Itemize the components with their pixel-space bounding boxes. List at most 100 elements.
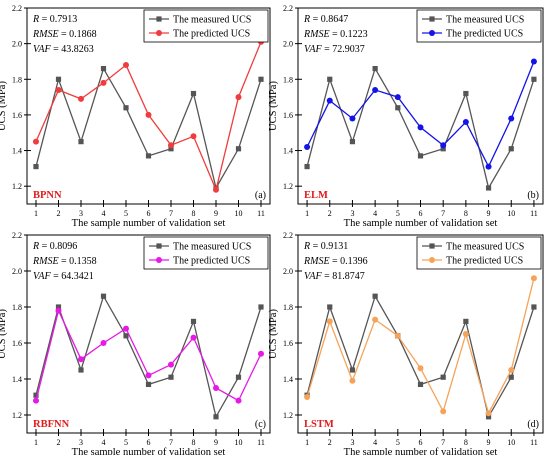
x-tick-label: 6: [419, 438, 423, 447]
stat-rmse: RMSE = 0.1868: [32, 29, 97, 40]
stat-vaf: VAF = 43.8263: [33, 44, 94, 55]
data-point-measured: [258, 76, 264, 82]
data-point-predicted: [78, 95, 84, 102]
y-tick-label: 1.6: [283, 111, 293, 120]
x-tick-label: 6: [419, 209, 423, 218]
y-tick-label: 1.4: [12, 147, 22, 156]
panel-label: (d): [527, 419, 539, 430]
y-tick-label: 1.6: [12, 339, 22, 348]
data-point-predicted: [213, 385, 219, 391]
legend: The measured UCS The predicted UCS: [416, 9, 542, 43]
legend-label: The predicted UCS: [173, 29, 250, 40]
x-tick-label: 11: [530, 438, 538, 447]
legend-marker: [156, 16, 162, 22]
x-tick-label: 8: [192, 209, 196, 218]
legend: The measured UCS The predicted UCS: [416, 236, 542, 270]
y-tick-label: 1.4: [283, 147, 293, 156]
x-tick-label: 4: [373, 209, 377, 218]
series-line-predicted: [306, 61, 535, 169]
y-tick-label: 1.2: [12, 411, 22, 420]
y-tick-label: 1.6: [12, 111, 22, 120]
data-point-predicted: [78, 356, 84, 363]
x-tick-label: 3: [79, 209, 83, 218]
x-tick-label: 10: [507, 209, 515, 218]
x-tick-label: 9: [487, 209, 491, 218]
data-point-measured: [485, 185, 492, 191]
data-point-predicted: [349, 377, 356, 384]
legend-marker: [156, 257, 162, 263]
y-tick-label: 1.8: [12, 303, 22, 312]
legend-label: The measured UCS: [173, 15, 251, 26]
stat-r: R = 0.8647: [303, 14, 348, 25]
data-point-predicted: [145, 111, 152, 118]
legend-marker: [429, 243, 435, 249]
y-tick-label: 1.8: [283, 75, 293, 84]
data-point-predicted: [100, 340, 107, 346]
y-tick-label: 2.2: [283, 231, 293, 240]
legend-box: [416, 9, 542, 43]
data-point-measured: [440, 146, 446, 152]
legend-label: The measured UCS: [446, 15, 524, 26]
data-point-measured: [258, 304, 264, 310]
x-axis-label: The sample number of validation set: [344, 447, 498, 455]
data-point-predicted: [394, 332, 401, 339]
data-point-predicted: [304, 394, 311, 400]
data-point-measured: [190, 90, 197, 97]
y-tick-label: 1.2: [12, 182, 22, 191]
x-tick-label: 10: [235, 438, 243, 447]
y-tick-label: 2.2: [283, 4, 293, 13]
chart-panel-4: 1.2 1.4 1.6 1.8 2.0 2.2 1 2 3 4 5 6 7 8 9 10 11 The sampl…: [268, 231, 544, 455]
data-point-predicted: [190, 133, 197, 140]
x-tick-label: 2: [57, 209, 61, 218]
legend-marker: [429, 16, 435, 22]
data-point-measured: [168, 374, 174, 380]
panel-label: (c): [255, 419, 266, 430]
data-point-predicted: [33, 397, 39, 404]
x-tick-label: 4: [102, 209, 106, 218]
data-point-measured: [372, 293, 378, 299]
series-line-predicted: [35, 308, 262, 402]
data-point-measured: [508, 374, 514, 380]
y-tick-label: 1.8: [283, 303, 293, 312]
legend-label: The measured UCS: [173, 242, 251, 253]
data-point-measured: [55, 304, 62, 310]
y-tick-label: 2.0: [12, 40, 22, 49]
data-point-predicted: [33, 138, 39, 145]
data-point-predicted: [508, 115, 515, 122]
panel-label: (a): [255, 190, 266, 201]
data-point-predicted: [304, 143, 311, 150]
data-point-predicted: [394, 94, 401, 101]
x-tick-label: 7: [169, 209, 173, 218]
x-axis-label: The sample number of validation set: [72, 447, 226, 455]
series-line-measured: [35, 66, 262, 190]
data-point-measured: [235, 146, 242, 152]
data-point-measured: [395, 105, 401, 111]
x-tick-label: 3: [350, 209, 354, 218]
y-tick-label: 1.4: [283, 375, 293, 384]
data-point-predicted: [213, 186, 219, 193]
data-point-predicted: [55, 86, 62, 93]
data-point-predicted: [440, 408, 447, 415]
y-axis-label: UCS (MPa): [0, 81, 8, 131]
x-tick-label: 11: [257, 209, 265, 218]
data-point-predicted: [372, 316, 379, 323]
data-point-measured: [349, 139, 356, 145]
data-point-measured: [531, 76, 537, 82]
x-tick-label: 5: [396, 209, 400, 218]
data-point-measured: [78, 139, 84, 145]
data-point-measured: [168, 146, 174, 152]
x-tick-label: 10: [235, 209, 243, 218]
x-tick-label: 6: [147, 438, 151, 447]
data-point-measured: [100, 65, 107, 72]
data-point-measured: [235, 374, 242, 380]
data-point-measured: [327, 76, 333, 82]
data-point-predicted: [485, 163, 492, 170]
x-tick-label: 11: [257, 438, 265, 447]
data-point-measured: [327, 304, 333, 310]
stat-rmse: RMSE = 0.1223: [303, 29, 368, 40]
x-axis-label: The sample number of validation set: [344, 218, 498, 229]
x-tick-label: 3: [79, 438, 83, 447]
y-tick-label: 2.0: [12, 267, 22, 276]
x-axis-label: The sample number of validation set: [72, 218, 226, 229]
data-point-predicted: [530, 275, 537, 282]
